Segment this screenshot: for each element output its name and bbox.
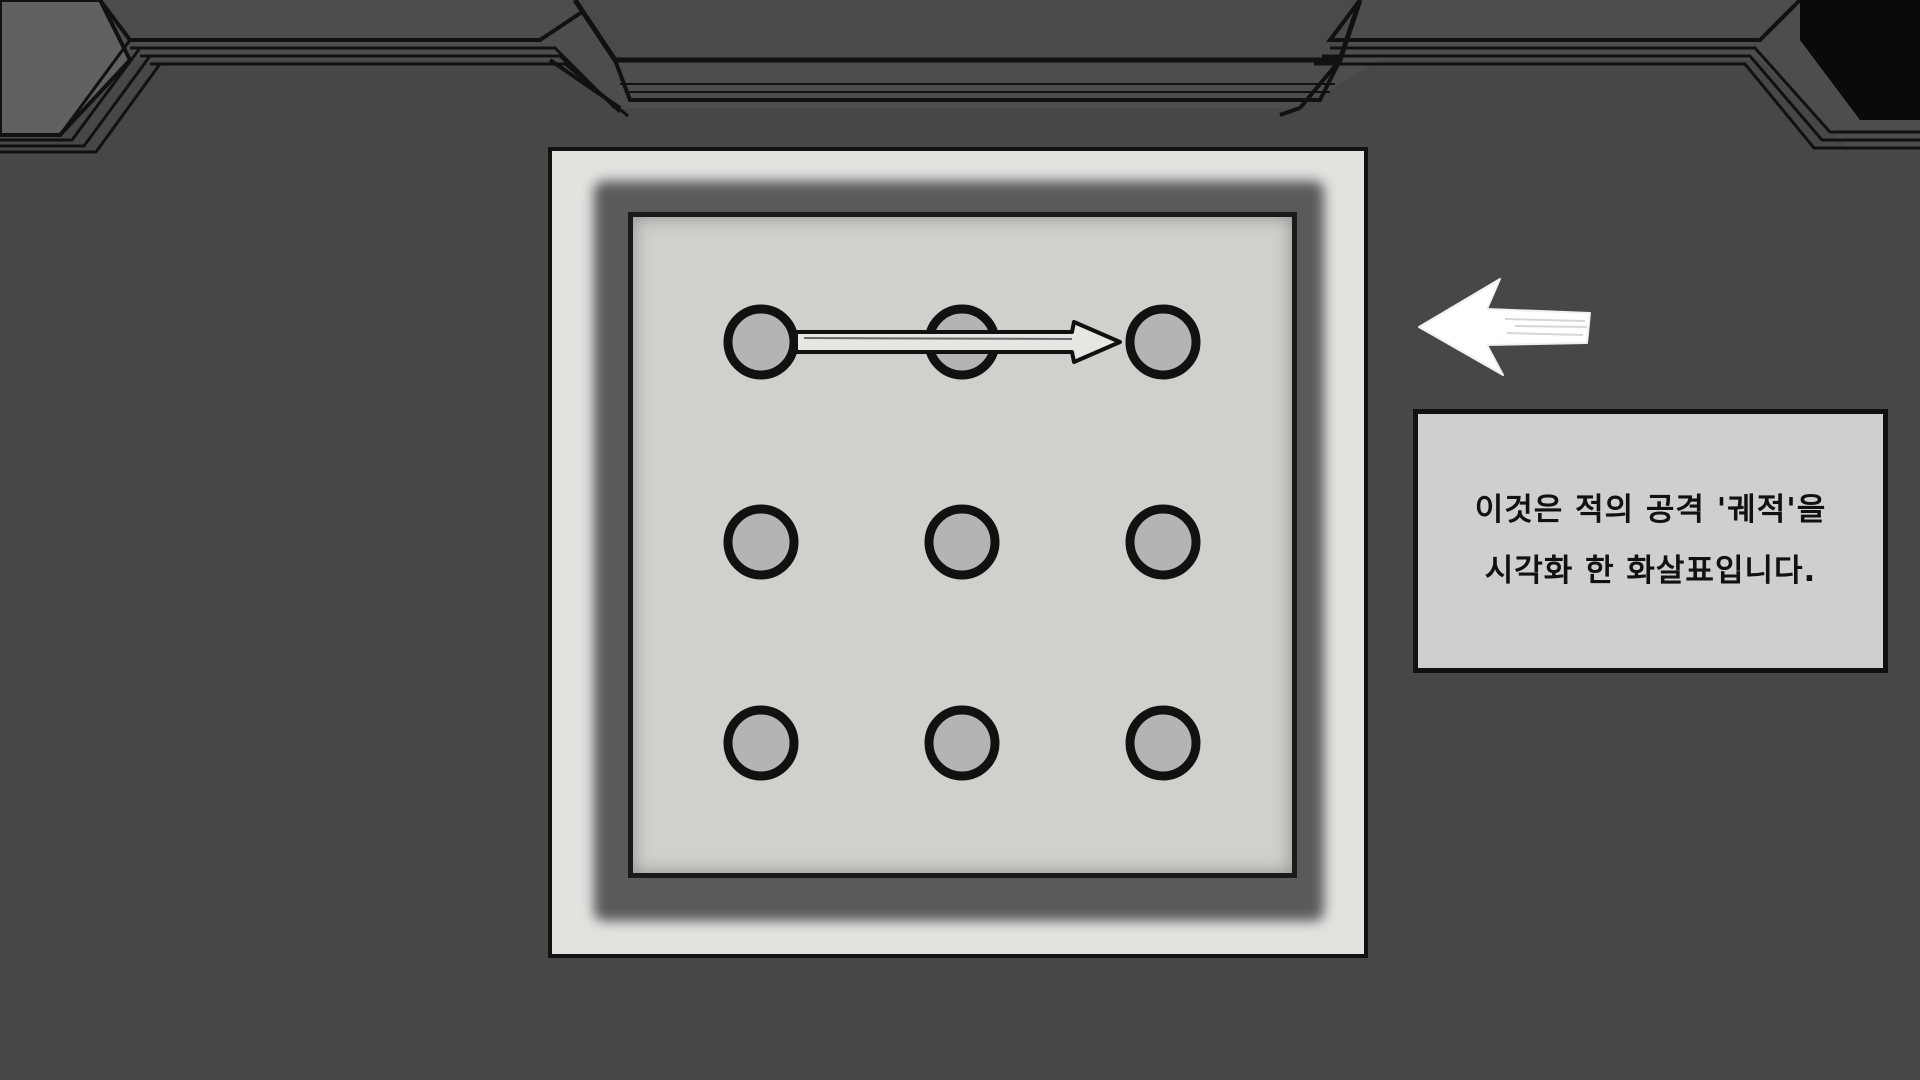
grid-node <box>723 304 799 380</box>
grid-node <box>1125 304 1201 380</box>
tutorial-tooltip: 이것은 적의 공격 '궤적'을 시각화 한 화살표입니다. <box>1413 409 1888 673</box>
tooltip-text: 이것은 적의 공격 '궤적'을 시각화 한 화살표입니다. <box>1475 480 1827 602</box>
board-grid <box>723 304 1201 781</box>
grid-node <box>723 705 799 781</box>
arrow-left-icon <box>1418 278 1591 376</box>
tooltip-line-2: 시각화 한 화살표입니다. <box>1484 553 1817 589</box>
grid-node <box>1125 504 1201 580</box>
grid-node <box>924 705 1000 781</box>
grid-node <box>723 504 799 580</box>
pattern-board <box>548 147 1368 958</box>
grid-node-row-3 <box>723 705 1201 781</box>
trajectory-arrow-icon <box>794 320 1122 364</box>
tooltip-line-1: 이것은 적의 공격 '궤적'을 <box>1474 492 1827 528</box>
grid-node-row-2 <box>723 504 1201 580</box>
grid-node <box>1125 705 1201 781</box>
grid-node <box>924 504 1000 580</box>
top-frame-decoration <box>0 0 1920 154</box>
